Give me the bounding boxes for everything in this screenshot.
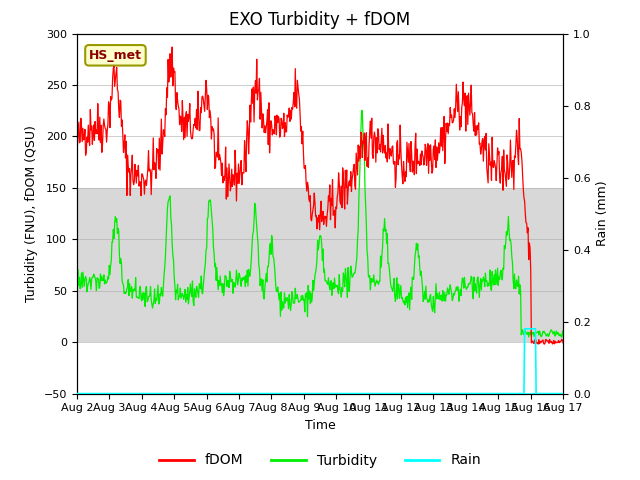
Text: HS_met: HS_met: [89, 49, 142, 62]
Y-axis label: Rain (mm): Rain (mm): [596, 181, 609, 246]
X-axis label: Time: Time: [305, 419, 335, 432]
Bar: [77, 188, 563, 342]
Legend: fDOM, Turbidity, Rain: fDOM, Turbidity, Rain: [153, 448, 487, 473]
Title: EXO Turbidity + fDOM: EXO Turbidity + fDOM: [229, 11, 411, 29]
Y-axis label: Turbidity (FNU), fDOM (QSU): Turbidity (FNU), fDOM (QSU): [25, 125, 38, 302]
